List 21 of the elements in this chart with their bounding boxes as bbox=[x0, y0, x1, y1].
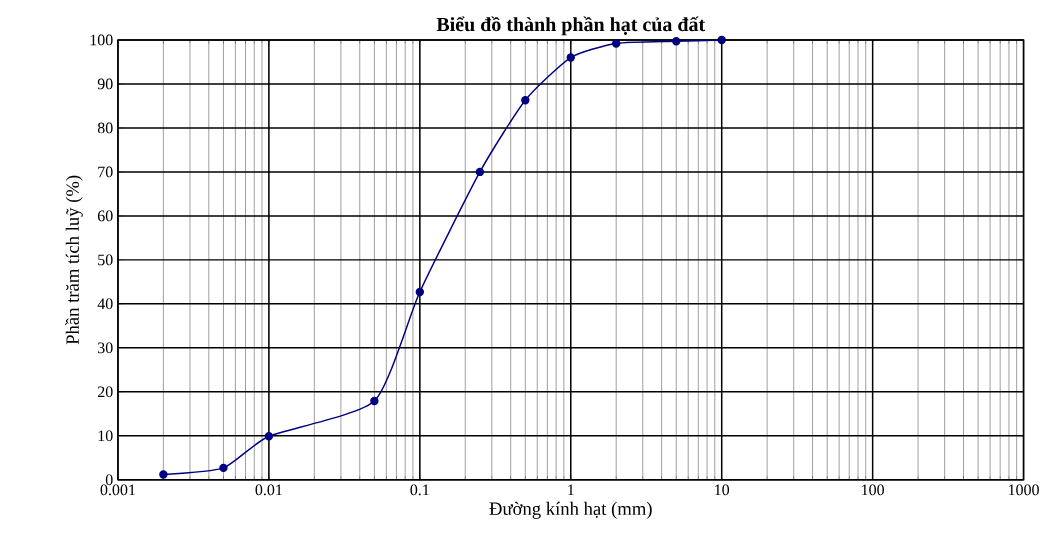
y-tick-label: 20 bbox=[97, 386, 113, 398]
x-tick-label: 1000 bbox=[1008, 484, 1039, 496]
y-tick-label: 30 bbox=[98, 342, 113, 354]
x-axis-title: Đường kính hạt (mm) bbox=[489, 501, 652, 519]
y-tick-label: 0 bbox=[105, 474, 113, 486]
y-tick-label: 60 bbox=[97, 210, 113, 222]
y-axis-title: Phần trăm tích luỹ (%) bbox=[65, 175, 83, 345]
x-tick-label: 0.01 bbox=[255, 484, 282, 496]
y-tick-label: 100 bbox=[90, 34, 113, 46]
x-tick-label: 0.001 bbox=[100, 484, 135, 496]
x-tick-label: 100 bbox=[862, 484, 884, 496]
y-tick-label: 90 bbox=[97, 78, 113, 90]
y-tick-label: 70 bbox=[98, 166, 113, 178]
y-tick-label: 40 bbox=[97, 298, 113, 310]
x-tick-label: 1 bbox=[568, 484, 574, 496]
chart-title: Biểu đồ thành phần hạt của đất bbox=[436, 16, 706, 36]
y-tick-label: 80 bbox=[97, 122, 113, 134]
x-tick-label: 0.1 bbox=[410, 484, 429, 496]
y-tick-label: 10 bbox=[98, 430, 113, 442]
x-tick-label: 10 bbox=[715, 484, 730, 496]
y-tick-label: 50 bbox=[98, 254, 113, 266]
